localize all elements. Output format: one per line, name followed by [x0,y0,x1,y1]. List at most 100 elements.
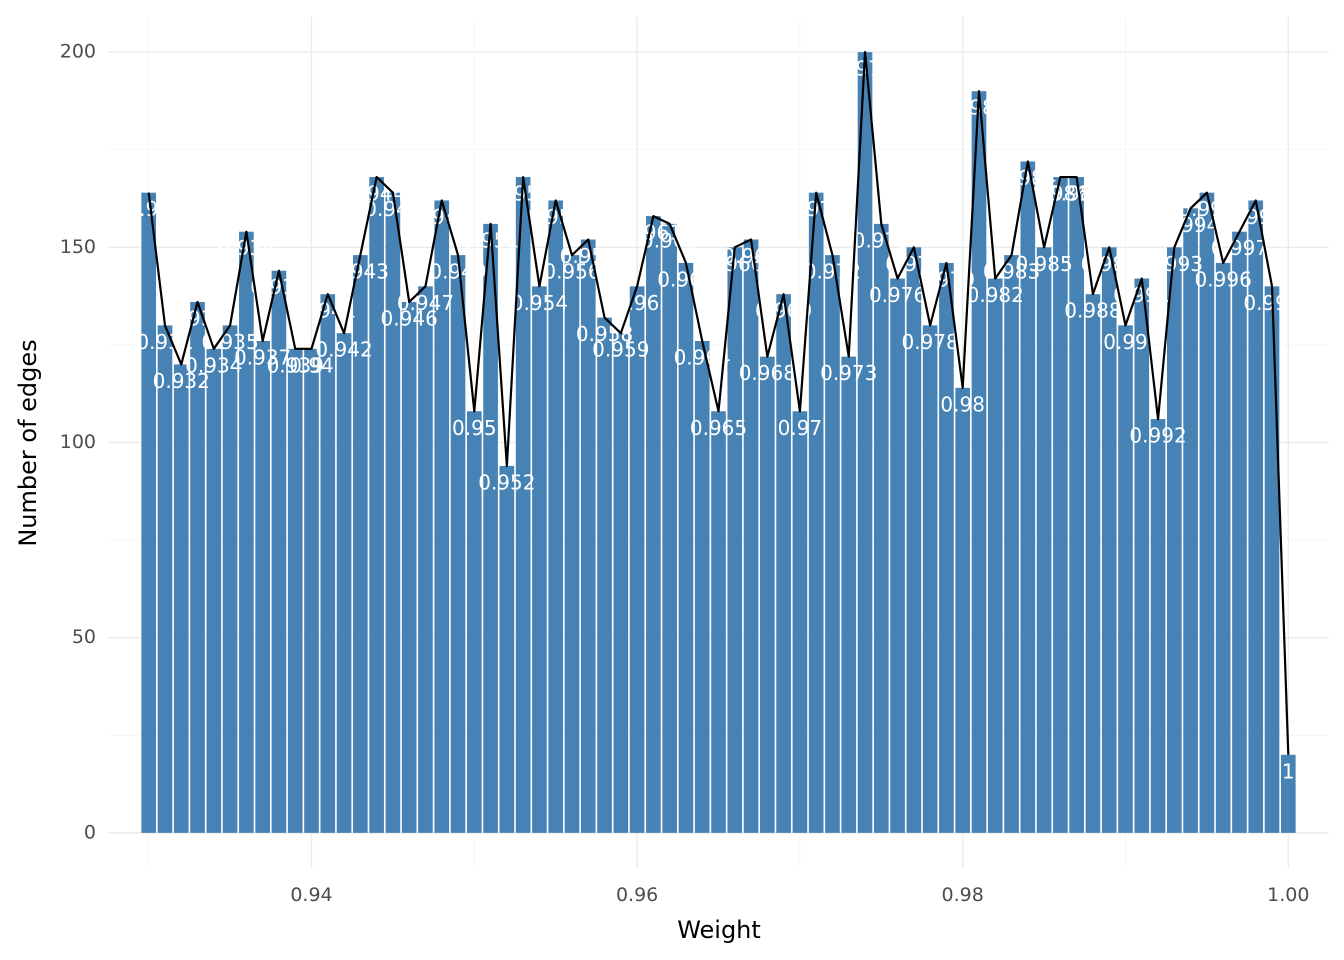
bar-label: 0.963 [657,267,714,291]
y-tick-label: 100 [60,431,96,453]
bar-label: 0.967 [722,244,779,268]
bar-label: 0.973 [820,361,877,385]
bar-label: 0.97 [778,416,823,440]
bar [336,333,352,833]
bar [434,200,450,833]
bar-label: 0.955 [527,205,584,229]
bar [255,341,270,833]
bar [206,348,222,833]
x-axis-ticks: 0.94 0.96 0.98 1.00 [290,884,1309,906]
bar-label: 0.985 [1015,252,1072,276]
bar-label: 0.932 [153,369,210,393]
bar-label: 0.956 [543,260,600,284]
bar [1183,208,1198,833]
bar [776,294,791,833]
bar-label: 0.934 [185,353,242,377]
bar [499,465,515,833]
bar [1085,294,1101,833]
bars-layer [141,52,1296,833]
bar [1150,419,1166,833]
bar [1069,177,1084,833]
bar-label: 0.959 [592,338,649,362]
bar [646,216,661,833]
bar-label: 0.936 [218,236,275,260]
bar-label: 0.98 [940,392,985,416]
bar [597,317,612,833]
bar [271,270,287,833]
bar [353,255,368,833]
bar-label: 0.933 [169,306,226,330]
bar-label: 0.983 [983,260,1040,284]
bar-label: 0.975 [853,228,910,252]
bar [222,325,238,833]
bar [613,333,629,833]
bar-label: 0.943 [332,260,389,284]
bar [173,364,189,833]
bar [987,278,1003,833]
bar [532,286,547,833]
bar-label: 0.952 [478,470,535,494]
bar [890,278,905,833]
y-axis-ticks: 0 50 100 150 200 [60,41,96,844]
bar-label: 0.94 [289,353,334,377]
bar-label: 0.972 [804,260,861,284]
bar [711,411,726,833]
bar [1280,754,1296,833]
bar-label: 0.965 [690,416,747,440]
bar-label: 0.945 [364,197,421,221]
bar [939,262,954,833]
bar-label: 0.957 [560,244,617,268]
bar [190,301,205,833]
bar-labels-layer: 0.930.9310.9320.9330.9340.9350.9360.9370… [126,57,1300,784]
bar [678,262,694,833]
bar [320,294,336,833]
bar-label: 0.994 [1162,213,1219,237]
bar-label: 0.996 [1195,267,1252,291]
bar-label: 0.96 [615,291,660,315]
bar [1215,262,1231,833]
bar [873,223,889,833]
bar-label: 0.984 [999,166,1056,190]
bar [857,52,873,833]
bar [727,247,743,833]
bar-label: 0.937 [234,346,291,370]
x-tick-label: 0.96 [616,884,658,906]
bar [1232,231,1247,833]
bar-label: 0.998 [1227,205,1284,229]
bar-label: 0.95 [452,416,497,440]
bar-label: 0.964 [674,346,731,370]
y-tick-label: 150 [60,236,96,258]
bar-label: 0.99 [1103,330,1148,354]
bar [808,192,824,833]
bar [906,247,922,833]
bar-label: 0.948 [413,205,470,229]
x-tick-label: 1.00 [1267,884,1309,906]
bar [1036,247,1052,833]
x-tick-label: 0.98 [942,884,984,906]
bar [157,325,173,833]
bar-label: 1 [1282,759,1295,783]
bar [743,239,759,833]
bar [955,387,971,833]
bar [825,255,840,833]
bar-label: 0.992 [1129,424,1186,448]
bar [466,411,482,833]
bar [239,231,254,833]
bar [1264,286,1280,833]
bar [1134,278,1150,833]
y-tick-label: 200 [60,41,96,63]
bar-label: 0.978 [902,330,959,354]
bar [1199,192,1215,833]
bar [1004,255,1019,833]
bar [141,192,157,833]
bar-label: 0.969 [755,299,812,323]
bar [1248,200,1264,833]
bar-label: 0.947 [397,291,454,315]
bar [515,177,531,833]
bar [971,91,987,833]
bar-label: 0.944 [348,182,405,206]
bar [792,411,808,833]
bar [1167,247,1182,833]
bar-label: 0.968 [739,361,796,385]
